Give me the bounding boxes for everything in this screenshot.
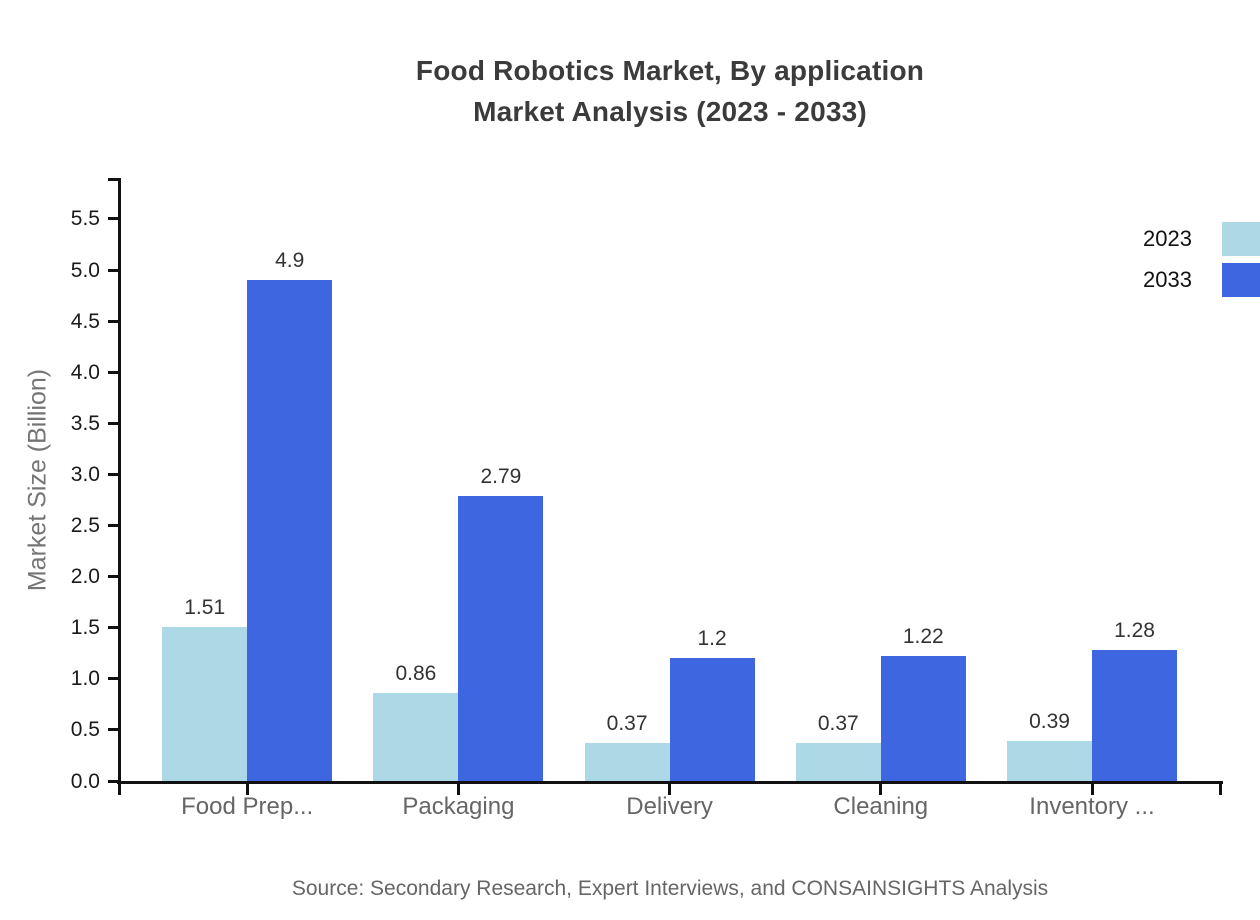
legend: 2023 2033: [1143, 218, 1260, 300]
y-tick-mark: [108, 319, 118, 323]
y-tick-label: 4.0: [70, 360, 100, 384]
bar-2023: [1007, 741, 1092, 781]
y-tick-label: 5.0: [70, 258, 100, 282]
y-tick-label: 3.5: [70, 411, 100, 435]
y-tick-mark: [108, 677, 118, 681]
y-tick-mark: [108, 524, 118, 527]
y-tick-mark: [108, 421, 118, 425]
x-tick-mark: [1218, 784, 1222, 795]
bar-value-label: 0.86: [395, 662, 437, 686]
x-tick-mark: [1090, 784, 1094, 795]
y-tick-label: 0.0: [70, 769, 100, 793]
bar-2023: [584, 743, 670, 781]
y-tick-mark: [108, 370, 118, 374]
y-tick-mark: [108, 626, 118, 630]
bar-2033: [880, 656, 966, 781]
bar-value-label: 1.2: [697, 627, 727, 651]
x-category-label: Food Prep...: [181, 793, 314, 820]
bar-value-label: 0.39: [1029, 710, 1070, 734]
bar-2023: [795, 743, 881, 781]
y-tick-mark: [108, 268, 118, 272]
bar-2033: [1092, 650, 1177, 781]
bar-value-label: 1.22: [902, 625, 944, 649]
x-tick-mark: [456, 784, 460, 795]
bar-2023: [373, 693, 459, 781]
x-tick-mark: [245, 784, 249, 795]
y-axis-line: [118, 178, 121, 784]
bar-value-label: 1.51: [184, 595, 226, 619]
y-tick-label: 1.0: [70, 667, 100, 691]
y-tick-mark: [108, 575, 118, 579]
x-axis-line: [117, 781, 1223, 784]
x-tick-mark: [118, 784, 121, 795]
y-tick-label: 2.0: [70, 565, 100, 589]
bar-value-label: 2.79: [480, 464, 522, 488]
source-text: Source: Secondary Research, Expert Inter…: [291, 877, 1049, 900]
legend-swatch: [1222, 262, 1260, 297]
chart-title-line1: Food Robotics Market, By application: [415, 55, 925, 86]
y-tick-mark: [108, 779, 118, 783]
bar-value-label: 4.9: [275, 249, 305, 273]
bar-2033: [458, 495, 544, 781]
y-tick-label: 1.5: [70, 616, 100, 640]
y-axis-end-tick: [108, 178, 118, 181]
legend-label: 2033: [1143, 266, 1192, 292]
bar-value-label: 0.37: [817, 712, 859, 736]
x-category-label: Packaging: [402, 793, 515, 820]
y-tick-mark: [108, 217, 118, 221]
bar-2033: [669, 658, 755, 781]
x-tick-mark: [879, 784, 883, 795]
y-tick-label: 0.5: [70, 718, 100, 742]
legend-item-2023: 2023: [1143, 218, 1260, 259]
bar-2023: [162, 626, 248, 781]
x-category-label: Delivery: [626, 793, 713, 820]
bar-2033: [247, 280, 333, 781]
legend-label: 2023: [1143, 225, 1192, 251]
y-tick-label: 4.5: [70, 309, 100, 333]
chart-title: Food Robotics Market, By application Mar…: [118, 50, 1222, 132]
legend-swatch: [1222, 221, 1260, 256]
y-tick-label: 5.5: [70, 207, 100, 231]
legend-item-2033: 2033: [1143, 259, 1260, 300]
y-tick-label: 2.5: [70, 514, 100, 537]
x-category-label: Cleaning: [833, 793, 929, 820]
x-category-label: Inventory ...: [1029, 793, 1155, 820]
bar-value-label: 1.28: [1114, 619, 1155, 643]
x-tick-mark: [668, 784, 672, 795]
y-tick-mark: [108, 472, 118, 476]
bar-value-label: 0.37: [606, 712, 648, 736]
y-tick-label: 3.0: [70, 462, 100, 486]
y-tick-mark: [108, 728, 118, 732]
chart-title-line2: Market Analysis (2023 - 2033): [473, 96, 867, 127]
